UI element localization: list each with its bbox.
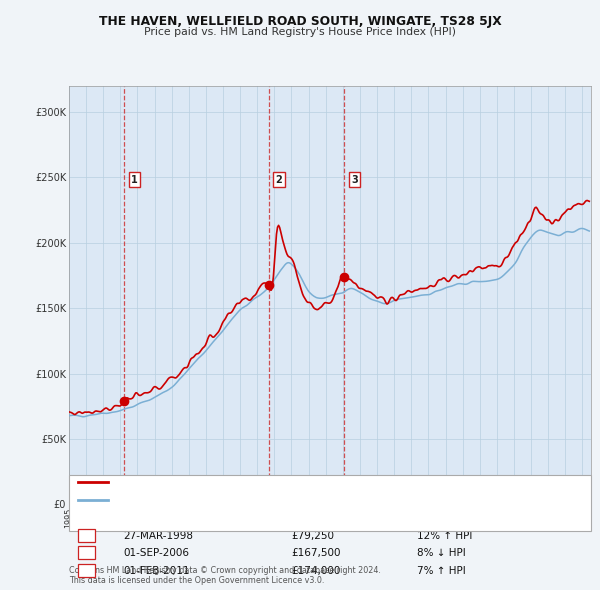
Text: £167,500: £167,500 xyxy=(291,549,341,558)
Text: 1: 1 xyxy=(83,531,90,540)
Text: 01-SEP-2006: 01-SEP-2006 xyxy=(123,549,189,558)
Text: 2: 2 xyxy=(275,175,283,185)
Text: HPI: Average price, detached house, County Durham: HPI: Average price, detached house, Coun… xyxy=(111,496,350,505)
Text: 1: 1 xyxy=(131,175,138,185)
Text: £174,000: £174,000 xyxy=(291,566,340,576)
Text: 01-FEB-2011: 01-FEB-2011 xyxy=(123,566,190,576)
Text: 27-MAR-1998: 27-MAR-1998 xyxy=(123,531,193,540)
Text: THE HAVEN, WELLFIELD ROAD SOUTH, WINGATE, TS28 5JX: THE HAVEN, WELLFIELD ROAD SOUTH, WINGATE… xyxy=(98,15,502,28)
Text: 7% ↑ HPI: 7% ↑ HPI xyxy=(417,566,466,576)
Text: £79,250: £79,250 xyxy=(291,531,334,540)
Text: 3: 3 xyxy=(351,175,358,185)
Text: THE HAVEN, WELLFIELD ROAD SOUTH, WINGATE, TS28 5JX (detached house): THE HAVEN, WELLFIELD ROAD SOUTH, WINGATE… xyxy=(111,477,457,487)
Text: 12% ↑ HPI: 12% ↑ HPI xyxy=(417,531,472,540)
Text: Contains HM Land Registry data © Crown copyright and database right 2024.
This d: Contains HM Land Registry data © Crown c… xyxy=(69,566,381,585)
Text: Price paid vs. HM Land Registry's House Price Index (HPI): Price paid vs. HM Land Registry's House … xyxy=(144,27,456,37)
Text: 3: 3 xyxy=(83,566,90,576)
Text: 2: 2 xyxy=(83,549,90,558)
Text: 8% ↓ HPI: 8% ↓ HPI xyxy=(417,549,466,558)
